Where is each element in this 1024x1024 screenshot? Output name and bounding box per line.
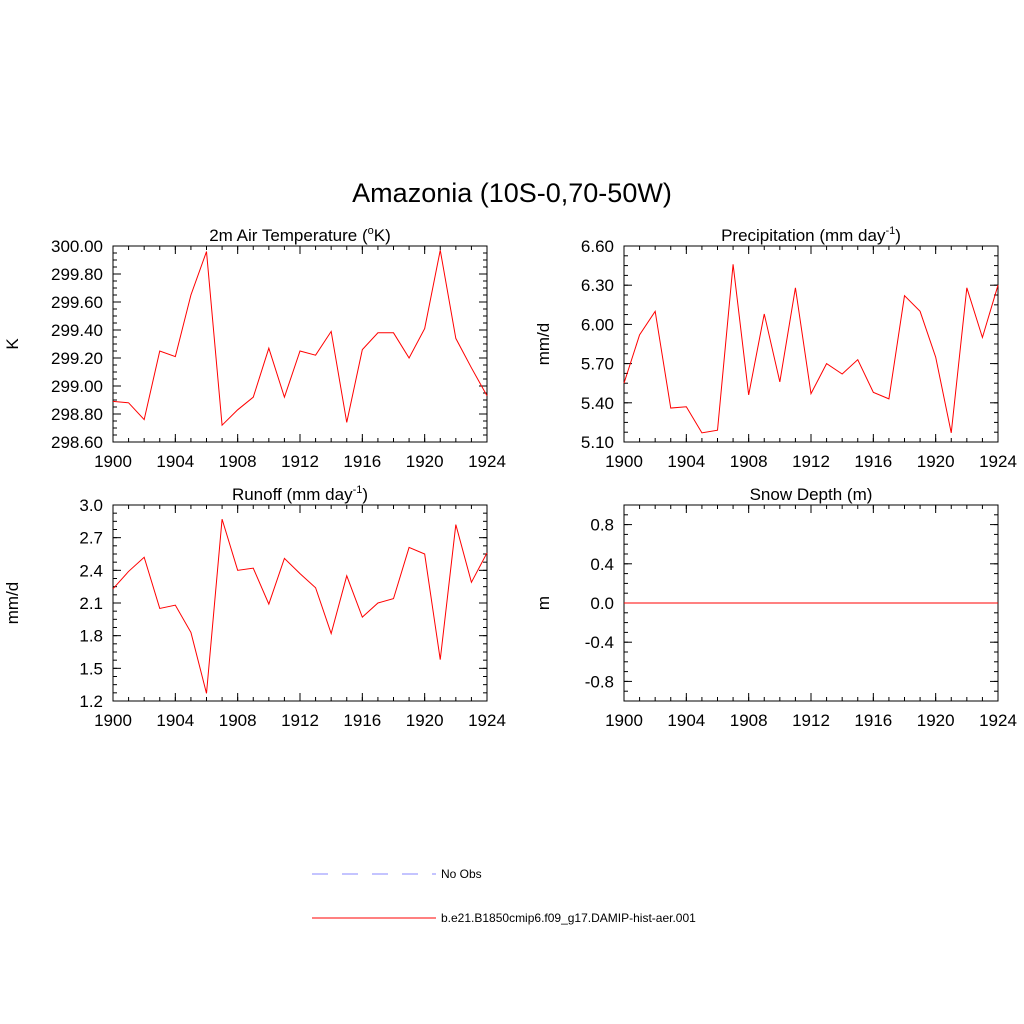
x-tick-label: 1900 [605, 452, 643, 471]
panel-snow-depth: 1900 1904 1908 1912 1916 1920 1924 -0.8 -0.4 0.0 0… [534, 485, 1017, 730]
y-tick-label: 6.00 [581, 315, 614, 334]
x-tick-label: 1912 [792, 711, 830, 730]
y-tick-label: 5.70 [581, 355, 614, 374]
y-axis-label: K [3, 338, 22, 350]
y-tick-label: 6.30 [581, 276, 614, 295]
legend-model-label: b.e21.B1850cmip6.f09_g17.DAMIP-hist-aer.… [441, 911, 696, 925]
y-tick-label: 300.00 [51, 237, 103, 256]
y-tick-label: 2.7 [79, 529, 103, 548]
figure-title: Amazonia (10S-0,70-50W) [352, 178, 672, 208]
panel-title: 2m Air Temperature (oK) [209, 225, 391, 245]
legend-no-obs-label: No Obs [441, 867, 482, 881]
x-tick-label: 1900 [94, 452, 132, 471]
x-tick-label: 1916 [854, 711, 892, 730]
x-tick-label: 1920 [406, 711, 444, 730]
series-line [112, 519, 488, 694]
y-tick-label: 298.80 [51, 405, 103, 424]
y-tick-label: 299.40 [51, 321, 103, 340]
y-axis-label: mm/d [534, 323, 553, 366]
y-tick-label: 0.0 [590, 594, 614, 613]
x-tick-label: 1920 [917, 452, 955, 471]
panel-title: Snow Depth (m) [750, 485, 873, 504]
x-tick-label: 1916 [343, 711, 381, 730]
y-axis-label: mm/d [3, 582, 22, 625]
x-tick-label: 1908 [219, 711, 257, 730]
x-tick-label: 1900 [605, 711, 643, 730]
y-tick-label: -0.4 [585, 633, 614, 652]
panel-title: Precipitation (mm day-1) [721, 225, 901, 245]
x-tick-label: 1908 [730, 452, 768, 471]
y-tick-label: 299.00 [51, 377, 103, 396]
x-tick-label: 1920 [406, 452, 444, 471]
legend: No Obs b.e21.B1850cmip6.f09_g17.DAMIP-hi… [312, 867, 696, 925]
y-tick-label: 3.0 [79, 496, 103, 515]
x-tick-label: 1900 [94, 711, 132, 730]
plot-frame [112, 504, 488, 702]
y-tick-label: 299.60 [51, 293, 103, 312]
x-tick-label: 1908 [219, 452, 257, 471]
y-tick-label: -0.8 [585, 672, 614, 691]
x-tick-label: 1912 [792, 452, 830, 471]
x-tick-label: 1904 [156, 711, 194, 730]
series-line [112, 250, 488, 427]
panel-temperature: 1900 1904 1908 1912 1916 1920 1924 298.60 298.80… [3, 225, 506, 471]
y-tick-label: 298.60 [51, 433, 103, 452]
y-tick-label: 1.5 [79, 659, 103, 678]
x-tick-label: 1924 [468, 711, 506, 730]
panel-title: Runoff (mm day-1) [232, 484, 368, 504]
x-tick-label: 1916 [854, 452, 892, 471]
y-tick-label: 1.2 [79, 692, 103, 711]
x-tick-label: 1904 [667, 711, 705, 730]
y-tick-label: 0.4 [590, 555, 614, 574]
y-tick-label: 299.80 [51, 265, 103, 284]
x-tick-label: 1912 [281, 711, 319, 730]
x-tick-label: 1912 [281, 452, 319, 471]
y-tick-label: 2.1 [79, 594, 103, 613]
x-tick-label: 1916 [343, 452, 381, 471]
x-tick-label: 1924 [979, 452, 1017, 471]
plot-frame [623, 245, 999, 443]
y-tick-label: 6.60 [581, 237, 614, 256]
y-tick-label: 2.4 [79, 561, 103, 580]
x-tick-label: 1920 [917, 711, 955, 730]
x-tick-label: 1904 [667, 452, 705, 471]
y-tick-label: 1.8 [79, 627, 103, 646]
y-axis-label: m [534, 596, 553, 610]
y-tick-label: 5.40 [581, 394, 614, 413]
panel-precipitation: 1900 1904 1908 1912 1916 1920 1924 5.10 5.40 5.70… [534, 225, 1017, 471]
x-tick-label: 1924 [979, 711, 1017, 730]
x-tick-label: 1924 [468, 452, 506, 471]
plot-frame [112, 245, 488, 443]
x-tick-label: 1904 [156, 452, 194, 471]
y-tick-label: 0.8 [590, 516, 614, 535]
y-tick-label: 5.10 [581, 433, 614, 452]
x-tick-label: 1908 [730, 711, 768, 730]
y-tick-label: 299.20 [51, 349, 103, 368]
panel-runoff: 1900 1904 1908 1912 1916 1920 1924 1.2 1.5 1.8 2.1… [3, 484, 506, 730]
series-line [623, 264, 999, 434]
